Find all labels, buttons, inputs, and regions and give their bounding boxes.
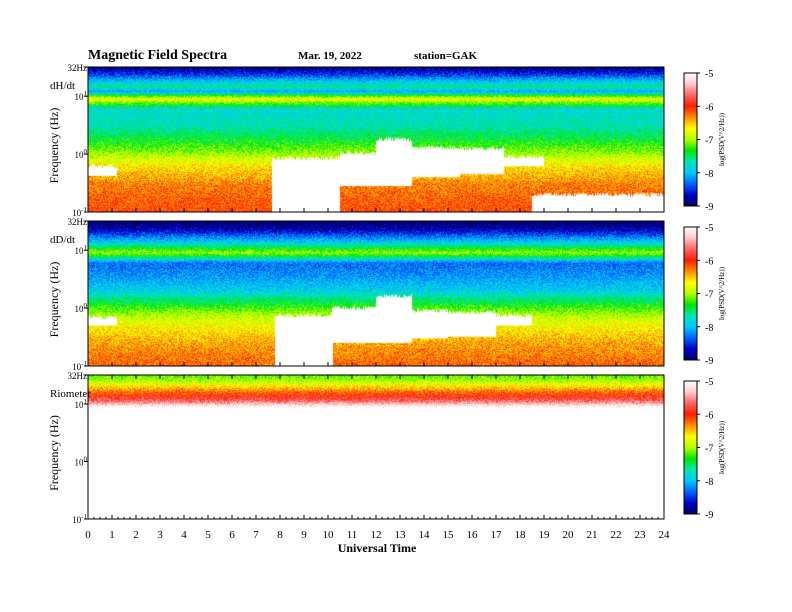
y-tick-label: 32Hz: [68, 217, 88, 227]
x-tick-label: 9: [301, 529, 307, 541]
colorbar-label: log(PSD(V^2/Hz)): [718, 266, 726, 320]
x-tick-label: 12: [371, 529, 382, 541]
colorbar-tick-label: -9: [705, 356, 713, 367]
x-tick-label: 4: [181, 529, 187, 541]
y-axis-label: Frequency (Hz): [47, 262, 61, 338]
colorbar-tick-label: -7: [705, 136, 713, 147]
y-axis-label: Frequency (Hz): [47, 415, 61, 491]
station-label: station=GAK: [414, 50, 478, 62]
colorbar-tick-label: -6: [705, 102, 713, 113]
colorbar-label: log(PSD(V^2/Hz)): [718, 420, 726, 474]
colorbar-0: -9 -8 -7 -6 -5 log(PSD(V^2/Hz)): [683, 69, 726, 213]
colorbar-tick-label: -9: [705, 202, 713, 213]
spectrogram-0: [88, 67, 664, 212]
x-tick-label: 18: [515, 529, 527, 541]
colorbar-tick-label: -5: [705, 69, 713, 80]
x-tick-label: 14: [419, 529, 431, 541]
x-axis: 0 1 2 3 4 5 6 7 8 9 10 11 12 13 14 15 16 17 18 19 20 21 22 23 24: [85, 517, 670, 541]
x-tick-label: 22: [611, 529, 622, 541]
y-tick-label: 32Hz: [68, 371, 88, 381]
y-tick-label: 100: [75, 148, 88, 160]
x-tick-label: 17: [491, 529, 503, 541]
y-tick-label: 101: [75, 244, 88, 256]
colorbar-tick-label: -9: [705, 510, 713, 521]
colorbar-tick-label: -6: [705, 256, 713, 267]
colorbar-label: log(PSD(V^2/Hz)): [718, 112, 726, 166]
date-label: Mar. 19, 2022: [298, 50, 362, 62]
x-tick-label: 23: [635, 529, 647, 541]
x-tick-label: 2: [133, 529, 139, 541]
x-tick-label: 3: [157, 529, 163, 541]
x-tick-label: 11: [347, 529, 358, 541]
x-tick-label: 1: [109, 529, 115, 541]
colorbar-tick-label: -7: [705, 444, 713, 455]
colorbar-tick-label: -6: [705, 410, 713, 421]
colorbar-tick-label: -7: [705, 290, 713, 301]
y-tick-label: 32Hz: [68, 63, 88, 73]
y-tick-label: 100: [75, 456, 88, 468]
colorbar-1: -9 -8 -7 -6 -5 log(PSD(V^2/Hz)): [683, 223, 726, 367]
colorbar-tick-label: -5: [705, 223, 713, 234]
x-tick-label: 10: [323, 529, 335, 541]
x-tick-label: 16: [467, 529, 479, 541]
x-tick-label: 5: [205, 529, 211, 541]
y-tick-label: 100: [75, 302, 88, 314]
colorbar-tick-label: -8: [705, 477, 713, 488]
x-tick-label: 7: [253, 529, 259, 541]
y-axis-label: Frequency (Hz): [47, 108, 61, 184]
x-tick-label: 13: [395, 529, 407, 541]
x-tick-label: 6: [229, 529, 235, 541]
x-tick-label: 0: [85, 529, 91, 541]
x-tick-label: 21: [587, 529, 598, 541]
colorbar-2: -9 -8 -7 -6 -5 log(PSD(V^2/Hz)): [683, 377, 726, 521]
y-tick-label: 101: [75, 90, 88, 102]
panel-name: dH/dt: [50, 80, 75, 92]
panel-name: dD/dt: [50, 234, 75, 246]
spectrogram-2: [88, 375, 664, 519]
colorbar-tick-label: -8: [705, 169, 713, 180]
y-tick-label: 10-1: [72, 513, 87, 525]
x-tick-label: 19: [539, 529, 551, 541]
x-tick-label: 15: [443, 529, 455, 541]
figure-title: Magnetic Field Spectra: [88, 48, 227, 63]
x-tick-label: 8: [277, 529, 283, 541]
colorbar-tick-label: -5: [705, 377, 713, 388]
x-axis-label: Universal Time: [338, 541, 417, 555]
colorbar-tick-label: -8: [705, 323, 713, 334]
x-tick-label: 24: [659, 529, 671, 541]
spectrogram-1: [88, 221, 664, 366]
x-tick-label: 20: [563, 529, 575, 541]
colorbars: -9 -8 -7 -6 -5 log(PSD(V^2/Hz)) -9 -8 -7 -6 -5 log(…: [683, 69, 726, 521]
panel-name: Riometer: [50, 388, 91, 400]
